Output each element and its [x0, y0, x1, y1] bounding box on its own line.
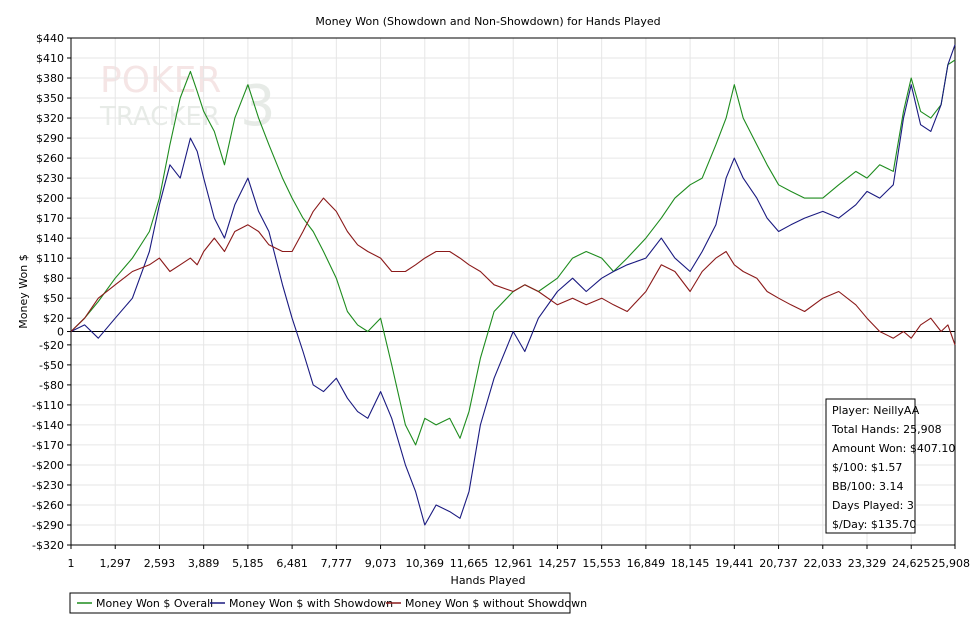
x-tick-label: 11,665 — [450, 557, 489, 570]
y-tick-label: -$110 — [32, 399, 64, 412]
x-tick-label: 7,777 — [321, 557, 353, 570]
y-tick-label: $50 — [43, 292, 64, 305]
x-tick-label: 6,481 — [276, 557, 308, 570]
y-tick-label: $380 — [36, 72, 64, 85]
y-tick-label: $230 — [36, 172, 64, 185]
y-tick-label: -$50 — [39, 359, 64, 372]
y-tick-label: -$20 — [39, 339, 64, 352]
stats-per-day: $/Day: $135.70 — [832, 518, 916, 531]
stats-player: Player: NeillyAA — [832, 404, 920, 417]
x-tick-label: 20,737 — [759, 557, 798, 570]
x-tick-label: 3,889 — [188, 557, 220, 570]
x-tick-label: 5,185 — [232, 557, 264, 570]
stats-bb-per-100: BB/100: 3.14 — [832, 480, 904, 493]
y-tick-label: -$230 — [32, 479, 64, 492]
series-line-overall — [70, 59, 956, 446]
watermark-text-poker: POKER — [100, 60, 221, 101]
chart-legend: Money Won $ Overall Money Won $ with Sho… — [69, 592, 587, 614]
series-line-showdown — [70, 44, 956, 526]
y-axis-label: Money Won $ — [17, 254, 30, 328]
stats-amount-won: Amount Won: $407.10 — [832, 442, 955, 455]
x-tick-label: 1,297 — [99, 557, 131, 570]
x-tick-label: 15,553 — [582, 557, 621, 570]
y-tick-label: $110 — [36, 252, 64, 265]
y-tick-label: $170 — [36, 212, 64, 225]
legend-label-overall: Money Won $ Overall — [96, 597, 213, 610]
x-tick-label: 24,625 — [892, 557, 931, 570]
x-axis-ticks: 1 1,297 2,593 3,889 5,185 6,481 7,777 9,073 10,3… — [68, 545, 971, 570]
x-tick-label: 22,033 — [804, 557, 843, 570]
x-tick-label: 10,369 — [406, 557, 445, 570]
y-tick-label: $260 — [36, 152, 64, 165]
y-tick-label: -$200 — [32, 459, 64, 472]
y-tick-label: $290 — [36, 132, 64, 145]
y-tick-label: $350 — [36, 92, 64, 105]
legend-label-non-showdown: Money Won $ without Showdown — [405, 597, 587, 610]
x-tick-label: 18,145 — [671, 557, 710, 570]
y-tick-label: $80 — [43, 272, 64, 285]
x-tick-label: 25,908 — [932, 557, 971, 570]
y-tick-label: -$290 — [32, 519, 64, 532]
x-tick-label: 2,593 — [144, 557, 176, 570]
stats-per-100: $/100: $1.57 — [832, 461, 902, 474]
y-axis-ticks: $440 $410 $380 $350 $320 $290 $260 $230 $200 $170… — [32, 32, 71, 552]
series-lines — [70, 44, 956, 526]
y-tick-label: $320 — [36, 112, 64, 125]
y-tick-label: -$170 — [32, 439, 64, 452]
legend-label-showdown: Money Won $ with Showdown — [229, 597, 393, 610]
x-tick-label: 1 — [68, 557, 75, 570]
y-tick-label: -$80 — [39, 379, 64, 392]
y-tick-label: $140 — [36, 232, 64, 245]
x-axis-label: Hands Played — [451, 574, 526, 587]
y-tick-label: -$140 — [32, 419, 64, 432]
series-line-non-showdown — [70, 197, 956, 346]
y-tick-label: $200 — [36, 192, 64, 205]
x-tick-label: 19,441 — [715, 557, 754, 570]
stats-days-played: Days Played: 3 — [832, 499, 914, 512]
x-tick-label: 23,329 — [848, 557, 887, 570]
x-tick-label: 12,961 — [494, 557, 533, 570]
y-tick-label: -$260 — [32, 499, 64, 512]
watermark-mark-3: 3 — [240, 74, 276, 139]
x-tick-label: 16,849 — [627, 557, 666, 570]
x-tick-label: 14,257 — [538, 557, 577, 570]
stats-summary-box: Player: NeillyAA Total Hands: 25,908 Amo… — [825, 398, 955, 534]
y-tick-label: $20 — [43, 312, 64, 325]
y-tick-label: -$320 — [32, 539, 64, 552]
x-tick-label: 9,073 — [365, 557, 397, 570]
legend-frame — [69, 592, 571, 614]
stats-total-hands: Total Hands: 25,908 — [831, 423, 942, 436]
y-tick-label: $440 — [36, 32, 64, 45]
y-tick-label: 0 — [57, 326, 64, 339]
pokertracker-watermark-logo: POKER TRACKER 3 — [99, 60, 276, 139]
y-tick-label: $410 — [36, 52, 64, 65]
chart-title: Money Won (Showdown and Non-Showdown) fo… — [315, 15, 660, 28]
stats-box-frame — [825, 398, 916, 534]
